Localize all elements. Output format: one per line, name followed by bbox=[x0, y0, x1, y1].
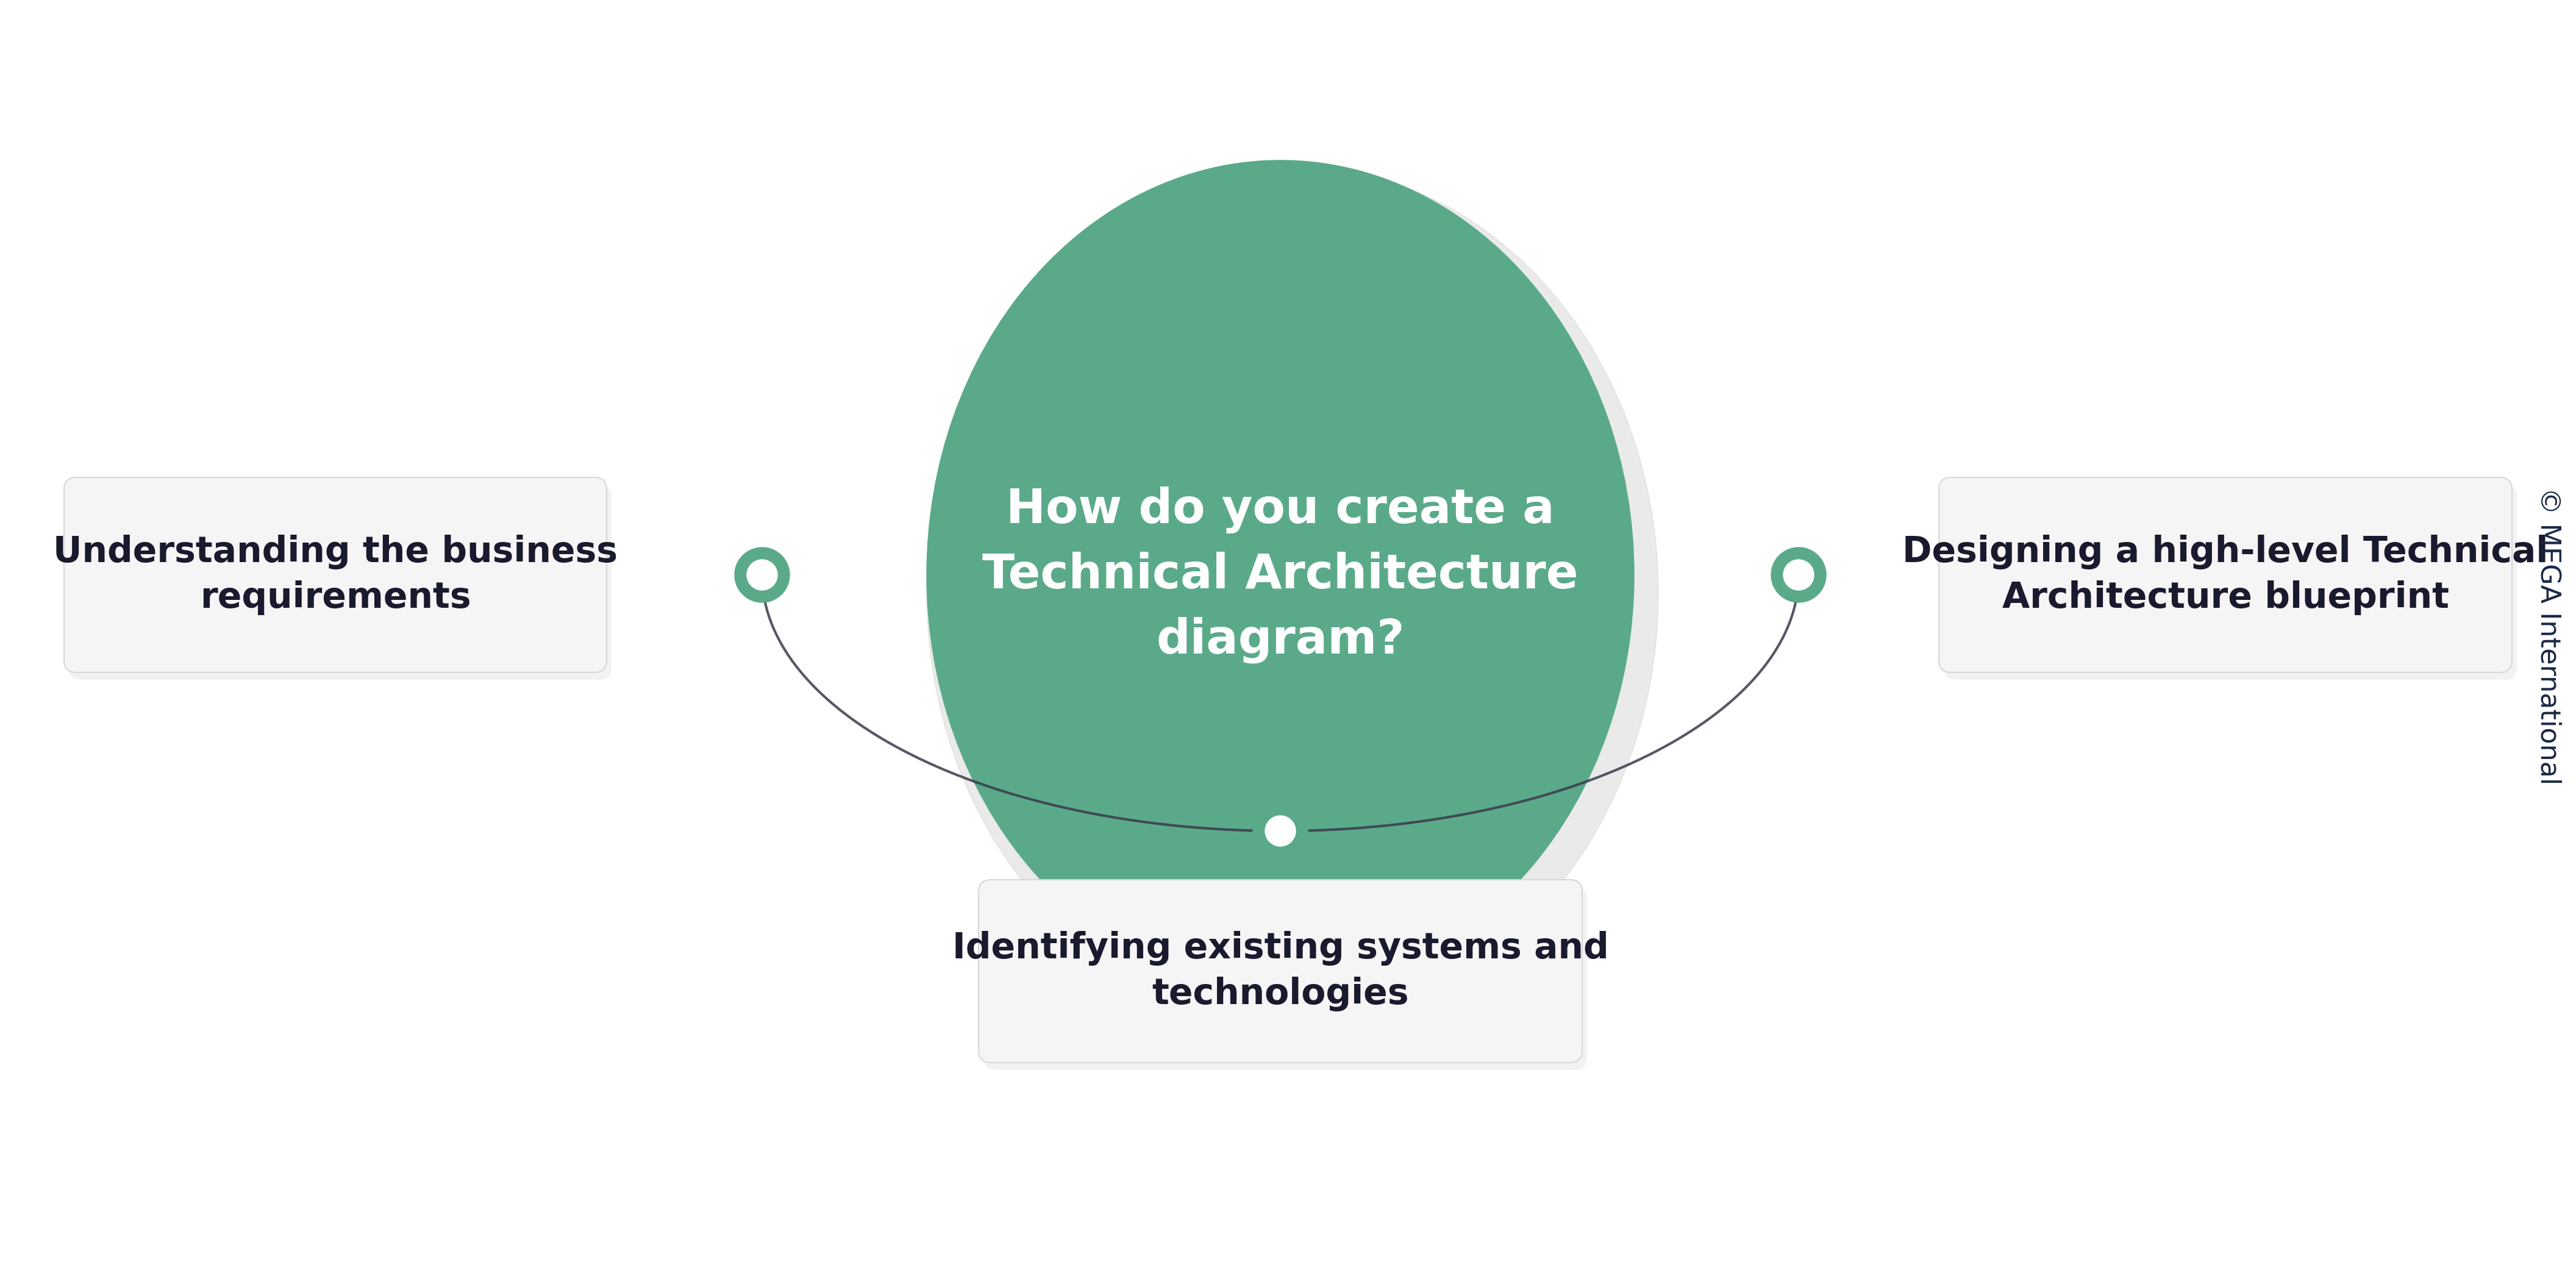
Text: How do you create a
Technical Architecture
diagram?: How do you create a Technical Architectu… bbox=[981, 486, 1579, 664]
Text: Designing a high-level Technical
Architecture blueprint: Designing a high-level Technical Archite… bbox=[1904, 535, 2548, 615]
FancyBboxPatch shape bbox=[1940, 477, 2512, 672]
Ellipse shape bbox=[1783, 560, 1814, 590]
Ellipse shape bbox=[927, 161, 1633, 989]
Text: Understanding the business
requirements: Understanding the business requirements bbox=[54, 535, 618, 615]
FancyBboxPatch shape bbox=[984, 887, 1587, 1071]
FancyBboxPatch shape bbox=[1945, 485, 2517, 680]
Ellipse shape bbox=[1772, 547, 1826, 602]
Text: © MEGA International: © MEGA International bbox=[2535, 487, 2561, 785]
Ellipse shape bbox=[1265, 815, 1296, 846]
Ellipse shape bbox=[747, 560, 778, 590]
FancyBboxPatch shape bbox=[64, 477, 608, 672]
Ellipse shape bbox=[734, 547, 791, 602]
Ellipse shape bbox=[927, 166, 1659, 1020]
FancyBboxPatch shape bbox=[70, 485, 611, 680]
Ellipse shape bbox=[1252, 804, 1309, 859]
FancyBboxPatch shape bbox=[979, 879, 1582, 1063]
Text: Identifying existing systems and
technologies: Identifying existing systems and technol… bbox=[953, 931, 1607, 1012]
